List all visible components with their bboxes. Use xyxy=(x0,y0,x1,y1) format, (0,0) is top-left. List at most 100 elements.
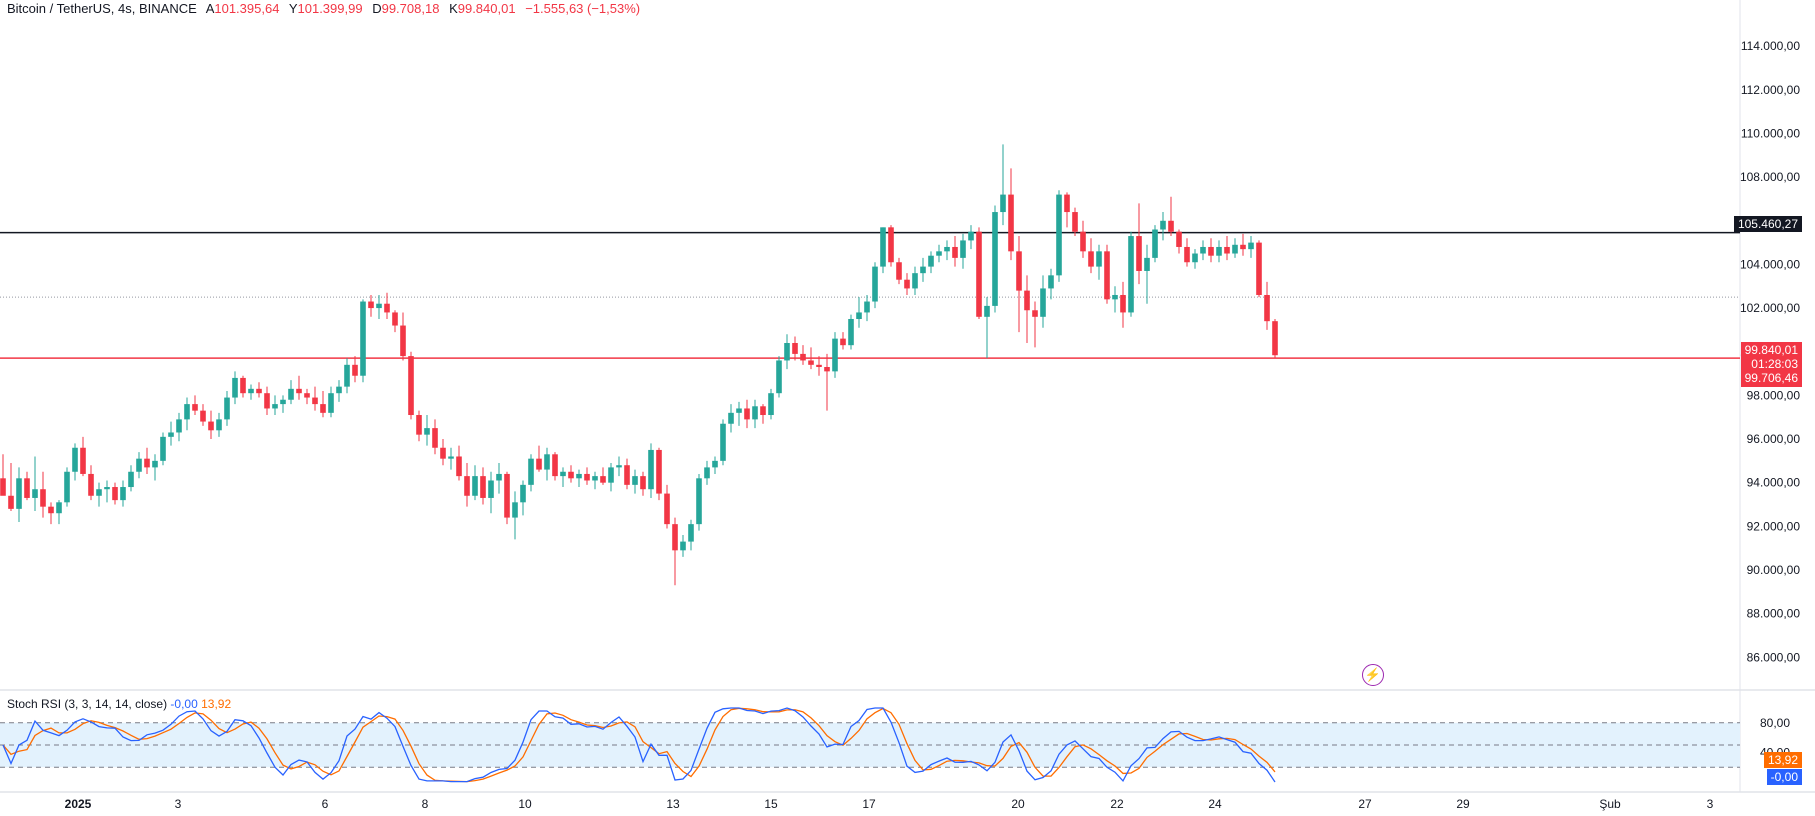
flash-icon[interactable]: ⚡ xyxy=(1362,664,1384,686)
candle-body xyxy=(1048,275,1054,289)
candle-body xyxy=(1008,194,1014,252)
candle-body xyxy=(336,386,342,394)
stoch-rsi-d-line xyxy=(2,707,1276,783)
candle-body xyxy=(472,476,478,496)
candle-body xyxy=(408,356,414,416)
candle-body xyxy=(1120,294,1126,313)
candle-body xyxy=(688,524,694,542)
candle-body xyxy=(920,266,926,274)
candle-body xyxy=(440,447,446,459)
candle-body xyxy=(88,473,94,496)
candle-body xyxy=(496,473,502,481)
candle-body xyxy=(240,377,246,394)
candle-body xyxy=(976,231,982,317)
open-label: A xyxy=(205,1,215,16)
candle-body xyxy=(912,273,918,289)
price-axis-label: 88.000,00 xyxy=(1747,607,1801,621)
candle-body xyxy=(608,467,614,483)
candle-body xyxy=(784,342,790,361)
candle-body xyxy=(344,364,350,387)
candle-body xyxy=(560,471,566,477)
candle-body xyxy=(144,458,150,468)
candle-body xyxy=(848,318,854,346)
low-label: D xyxy=(372,1,382,16)
candle-body xyxy=(152,460,158,468)
candle-body xyxy=(584,473,590,481)
candle-body xyxy=(768,393,774,416)
stoch-rsi-legend[interactable]: Stoch RSI (3, 3, 14, 14, close) -0,00 13… xyxy=(7,697,231,711)
candle-body xyxy=(624,465,630,485)
candle-body xyxy=(648,449,654,490)
candle-body xyxy=(872,266,878,302)
candle-body xyxy=(232,377,238,398)
candle-body xyxy=(120,487,126,501)
candle-body xyxy=(736,408,742,413)
candle-body xyxy=(664,493,670,525)
candle-body xyxy=(328,393,334,413)
candle-body xyxy=(272,404,278,409)
candle-body xyxy=(1016,251,1022,291)
candle-body xyxy=(216,419,222,431)
candle-body xyxy=(456,456,462,477)
candle-body xyxy=(672,524,678,551)
candle-body xyxy=(136,458,142,472)
stoch-rsi-k-line xyxy=(2,707,1276,783)
time-axis-label: 22 xyxy=(1110,797,1124,811)
stoch-rsi-k-value: -0,00 xyxy=(170,697,198,711)
price-axis-label: 90.000,00 xyxy=(1747,563,1801,577)
close-label: K xyxy=(449,1,458,16)
time-axis-label: 29 xyxy=(1456,797,1470,811)
candle-body xyxy=(104,487,110,490)
candle-body xyxy=(1056,194,1062,276)
candle-body xyxy=(1160,220,1166,230)
price-axis-label: 104.000,00 xyxy=(1740,257,1800,271)
stoch-rsi-name: Stoch RSI (3, 3, 14, 14, close) xyxy=(7,697,168,711)
candle-body xyxy=(48,506,54,514)
candle-body xyxy=(304,393,310,398)
candle-body xyxy=(960,240,966,258)
candle-body xyxy=(520,484,526,503)
change-value: −1.555,63 (−1,53%) xyxy=(525,1,641,16)
candle-body xyxy=(208,421,214,431)
candle-body xyxy=(744,408,750,420)
candle-body xyxy=(952,246,958,258)
time-axis-label: 3 xyxy=(175,797,182,811)
price-axis-label: 114.000,00 xyxy=(1741,39,1800,53)
close-value: 99.840,01 xyxy=(457,1,516,16)
candle-body xyxy=(1216,246,1222,256)
countdown-value: 01:28:03 xyxy=(1751,357,1798,371)
candle-body xyxy=(384,303,390,313)
symbol-title[interactable]: Bitcoin / TetherUS, 4s, BINANCE xyxy=(7,1,197,16)
candle-body xyxy=(896,262,902,280)
time-axis-label: 8 xyxy=(422,797,429,811)
candle-body xyxy=(888,227,894,263)
candle-body xyxy=(1040,288,1046,317)
candle-body xyxy=(40,489,46,507)
candle-body xyxy=(400,325,406,357)
candle-body xyxy=(760,406,766,416)
candle-body xyxy=(992,212,998,306)
candle-body xyxy=(1024,290,1030,311)
candle-body xyxy=(296,388,302,394)
candle-body xyxy=(640,476,646,490)
candle-body xyxy=(56,502,62,514)
candle-body xyxy=(376,303,382,309)
time-axis-label: 17 xyxy=(862,797,876,811)
candle-body xyxy=(1208,246,1214,256)
time-axis-label: 24 xyxy=(1208,797,1222,811)
candle-body xyxy=(656,449,662,494)
candle-body xyxy=(80,447,86,474)
candle-body xyxy=(824,367,830,372)
candle-body xyxy=(616,465,622,468)
candle-body xyxy=(32,489,38,498)
candle-body xyxy=(432,428,438,448)
candle-body xyxy=(576,473,582,479)
price-axis-label: 102.000,00 xyxy=(1740,301,1800,315)
candle-body xyxy=(840,338,846,346)
candle-body xyxy=(680,541,686,551)
candle-body xyxy=(552,454,558,477)
rsi-d-badge: 13,92 xyxy=(1763,752,1802,768)
candle-body xyxy=(184,404,190,420)
candle-body xyxy=(1080,231,1086,252)
